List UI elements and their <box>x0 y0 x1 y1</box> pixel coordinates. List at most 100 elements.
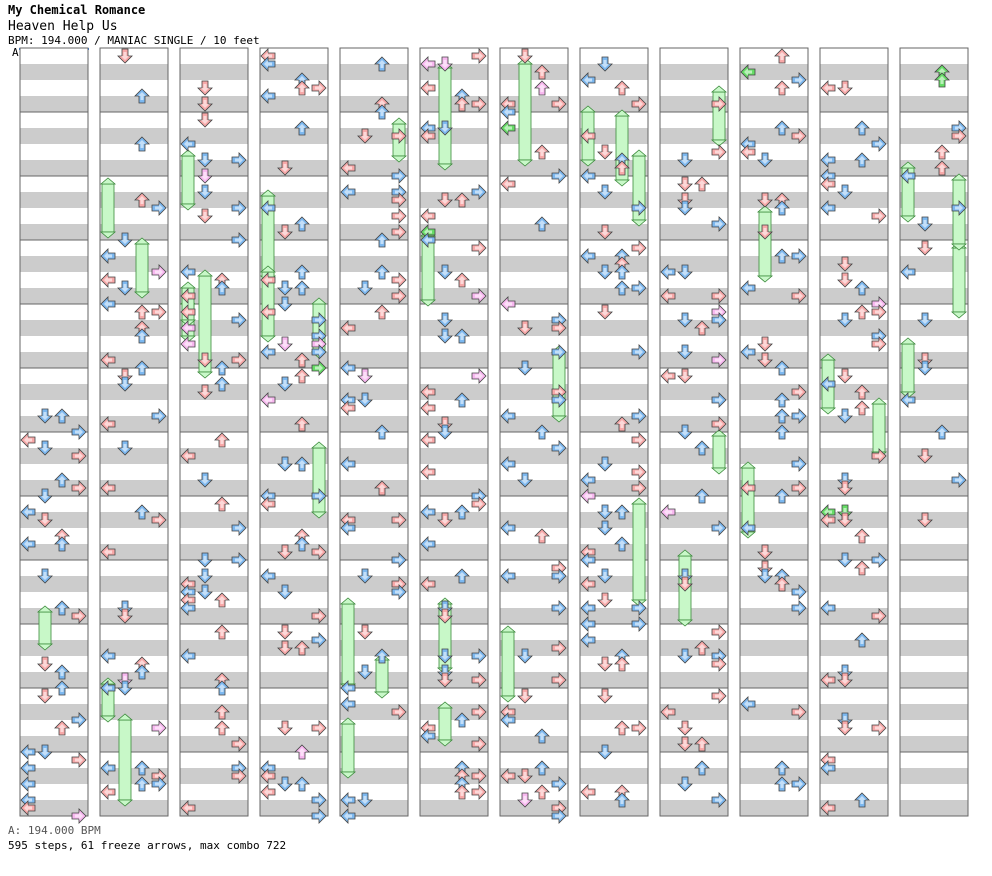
measure-row <box>420 496 488 512</box>
step-arrow <box>711 216 727 232</box>
step-arrow <box>214 624 230 640</box>
step-arrow <box>854 792 870 808</box>
step-arrow <box>71 448 87 464</box>
step-arrow <box>117 280 133 296</box>
step-arrow <box>757 544 773 560</box>
measure-row <box>420 240 488 256</box>
step-arrow <box>500 456 516 472</box>
measure-row <box>420 432 488 448</box>
step-arrow <box>311 80 327 96</box>
step-arrow <box>631 96 647 112</box>
measure-row <box>20 688 88 704</box>
freeze-arrow <box>499 625 517 703</box>
step-arrow <box>580 248 596 264</box>
step-arrow <box>311 720 327 736</box>
step-arrow <box>934 424 950 440</box>
measure-row <box>820 496 888 512</box>
measure-row <box>260 752 328 768</box>
freeze-arrow <box>99 177 117 239</box>
step-arrow <box>711 144 727 160</box>
column-border <box>99 47 169 817</box>
step-arrow <box>180 336 196 352</box>
step-arrow <box>854 152 870 168</box>
step-arrow <box>711 656 727 672</box>
step-arrow <box>580 472 596 488</box>
step-arrow <box>517 792 533 808</box>
step-arrow <box>391 272 407 288</box>
step-arrow <box>180 600 196 616</box>
step-arrow <box>791 248 807 264</box>
column-border <box>819 47 889 817</box>
freeze-arrow <box>339 597 357 691</box>
measure-row <box>420 624 488 640</box>
freeze-arrow <box>179 149 197 211</box>
step-arrow <box>757 224 773 240</box>
step-arrow <box>100 480 116 496</box>
step-arrow <box>420 384 436 400</box>
step-arrow <box>597 656 613 672</box>
step-arrow <box>71 608 87 624</box>
step-arrow <box>357 624 373 640</box>
step-arrow <box>454 192 470 208</box>
measure-row <box>660 176 728 192</box>
step-arrow <box>100 760 116 776</box>
step-arrow <box>197 584 213 600</box>
step-arrow <box>311 544 327 560</box>
freeze-arrow <box>436 701 454 747</box>
step-arrow <box>277 544 293 560</box>
chart-stats: 595 steps, 61 freeze arrows, max combo 7… <box>8 839 287 852</box>
step-arrow <box>117 232 133 248</box>
step-arrow <box>391 128 407 144</box>
measure-row <box>180 240 248 256</box>
measure-row <box>500 368 568 384</box>
measure-row <box>820 368 888 384</box>
step-arrow <box>420 432 436 448</box>
chart-column <box>259 47 329 817</box>
step-arrow <box>214 704 230 720</box>
measure-row <box>820 560 888 576</box>
measure-row <box>420 304 488 320</box>
step-arrow <box>54 664 70 680</box>
step-arrow <box>260 392 276 408</box>
measure-row <box>180 432 248 448</box>
measure-row <box>580 368 648 384</box>
step-arrow <box>551 168 567 184</box>
step-arrow <box>277 280 293 296</box>
step-arrow <box>837 512 853 528</box>
step-arrow <box>837 312 853 328</box>
step-arrow <box>837 184 853 200</box>
step-arrow <box>437 648 453 664</box>
step-arrow <box>277 224 293 240</box>
step-arrow <box>374 480 390 496</box>
step-arrow <box>871 608 887 624</box>
step-arrow <box>631 480 647 496</box>
step-arrow <box>551 640 567 656</box>
step-arrow <box>471 784 487 800</box>
step-arrow <box>134 192 150 208</box>
step-arrow <box>614 160 630 176</box>
step-arrow <box>871 208 887 224</box>
step-arrow <box>580 488 596 504</box>
measure-row <box>100 112 168 128</box>
step-arrow <box>420 56 436 72</box>
measure-row <box>660 752 728 768</box>
step-arrow <box>711 392 727 408</box>
step-arrow <box>214 496 230 512</box>
step-arrow <box>614 416 630 432</box>
step-arrow <box>420 128 436 144</box>
measure-row <box>340 304 408 320</box>
step-arrow <box>854 280 870 296</box>
column-border <box>659 47 729 817</box>
step-arrow <box>454 392 470 408</box>
step-arrow <box>791 584 807 600</box>
measure-row <box>260 304 328 320</box>
chart-column <box>419 47 489 817</box>
step-arrow <box>614 504 630 520</box>
step-arrow <box>37 440 53 456</box>
step-arrow <box>711 312 727 328</box>
step-arrow <box>437 608 453 624</box>
measure-row <box>820 688 888 704</box>
step-arrow <box>454 504 470 520</box>
step-arrow <box>854 384 870 400</box>
step-arrow <box>437 672 453 688</box>
